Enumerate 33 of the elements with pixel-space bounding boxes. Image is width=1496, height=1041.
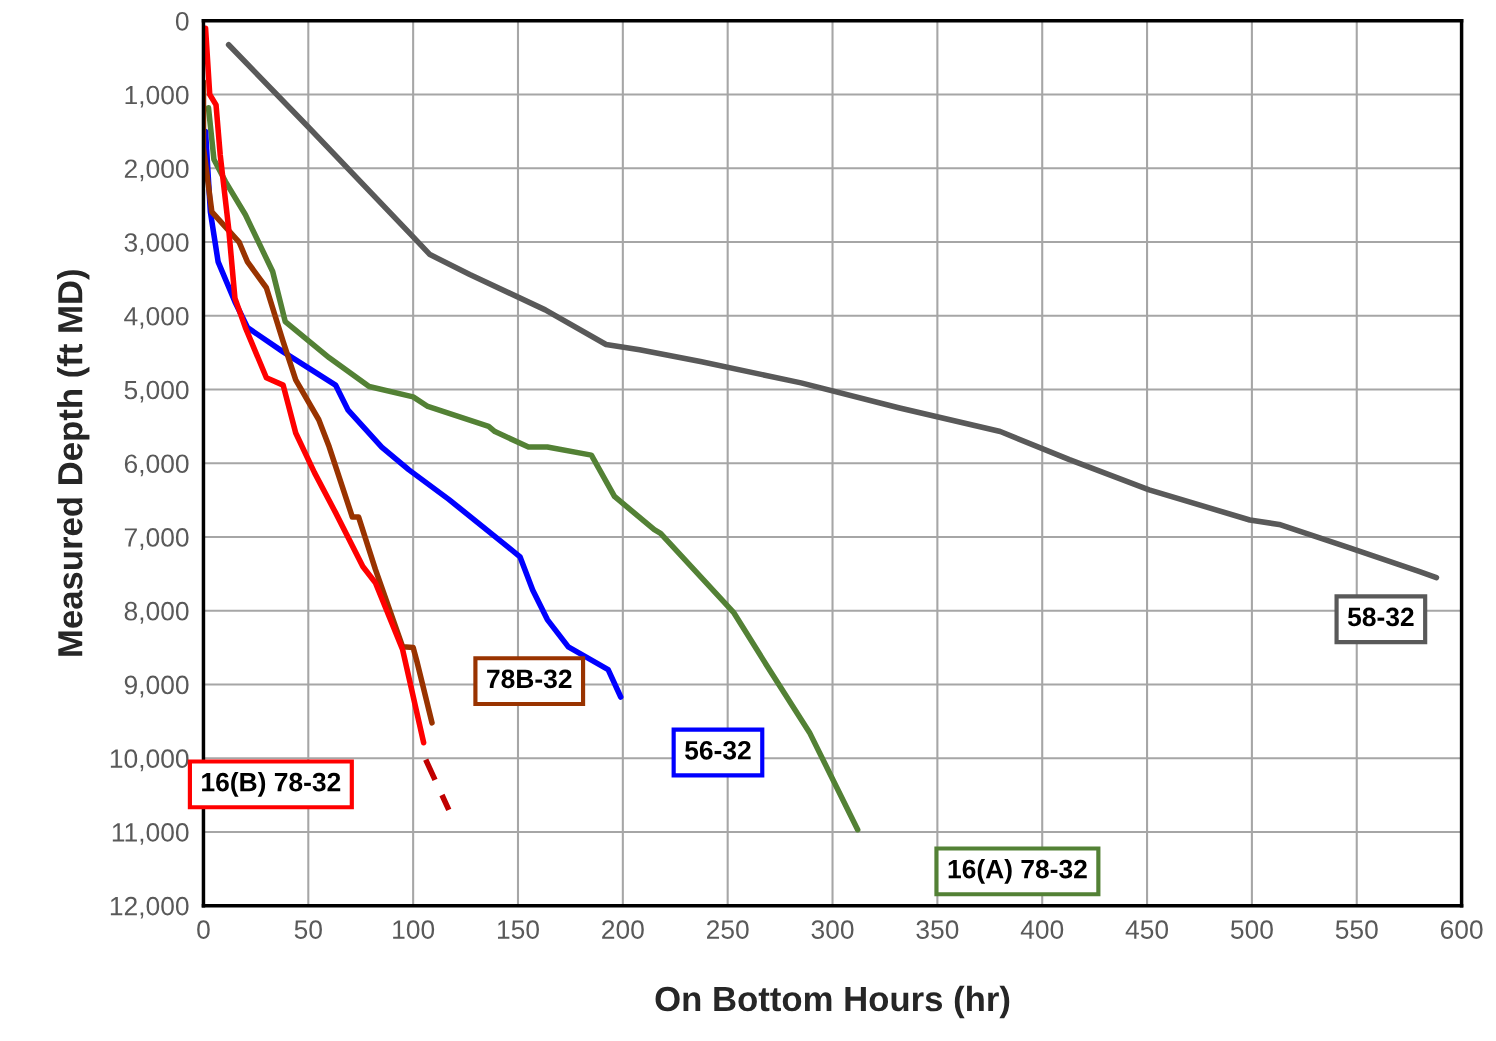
x-tick-label: 550 (1335, 920, 1378, 939)
text: 78B-32 (487, 669, 572, 689)
x-tick-label: 200 (602, 920, 644, 939)
y-tick-label: 8,000 (124, 601, 189, 624)
x-tick-label: 50 (294, 920, 322, 939)
x-tick-label: 150 (497, 920, 539, 939)
text: 16(A) 78-32 (948, 859, 1087, 884)
x-tick-label: 300 (811, 920, 854, 939)
x-tick-label: 600 (1440, 920, 1483, 939)
x-tick-label: 100 (393, 920, 435, 939)
y-tick-label: 10,000 (110, 749, 189, 772)
y-tick-label: 2,000 (124, 159, 189, 182)
text: 16(B) 78-32 (202, 772, 341, 797)
x-tick-label: 350 (916, 920, 959, 939)
text: 56-32 (685, 740, 751, 760)
y-tick-label: 4,000 (124, 306, 189, 329)
y-tick-label: 1,000 (125, 85, 189, 108)
x-tick-label: 500 (1230, 920, 1273, 939)
y-axis-title: Measured Depth (ft MD) (57, 270, 90, 656)
x-axis-title: On Bottom Hours (hr) (655, 985, 1010, 1019)
y-tick-label: 0 (175, 11, 189, 31)
y-tick-label: 12,000 (110, 896, 189, 919)
y-tick-label: 5,000 (124, 380, 189, 403)
y-tick-label: 3,000 (124, 233, 189, 255)
y-tick-label: 11,000 (112, 823, 189, 845)
series-label: 58-32 (1347, 607, 1414, 627)
y-tick-label: 6,000 (124, 454, 189, 477)
y-tick-label: 7,000 (124, 528, 189, 550)
x-tick-label: 0 (197, 920, 210, 939)
x-tick-label: 250 (706, 920, 749, 939)
x-tick-label: 450 (1125, 920, 1169, 939)
y-tick-label: 9,000 (124, 675, 189, 698)
x-tick-label: 400 (1020, 920, 1064, 939)
